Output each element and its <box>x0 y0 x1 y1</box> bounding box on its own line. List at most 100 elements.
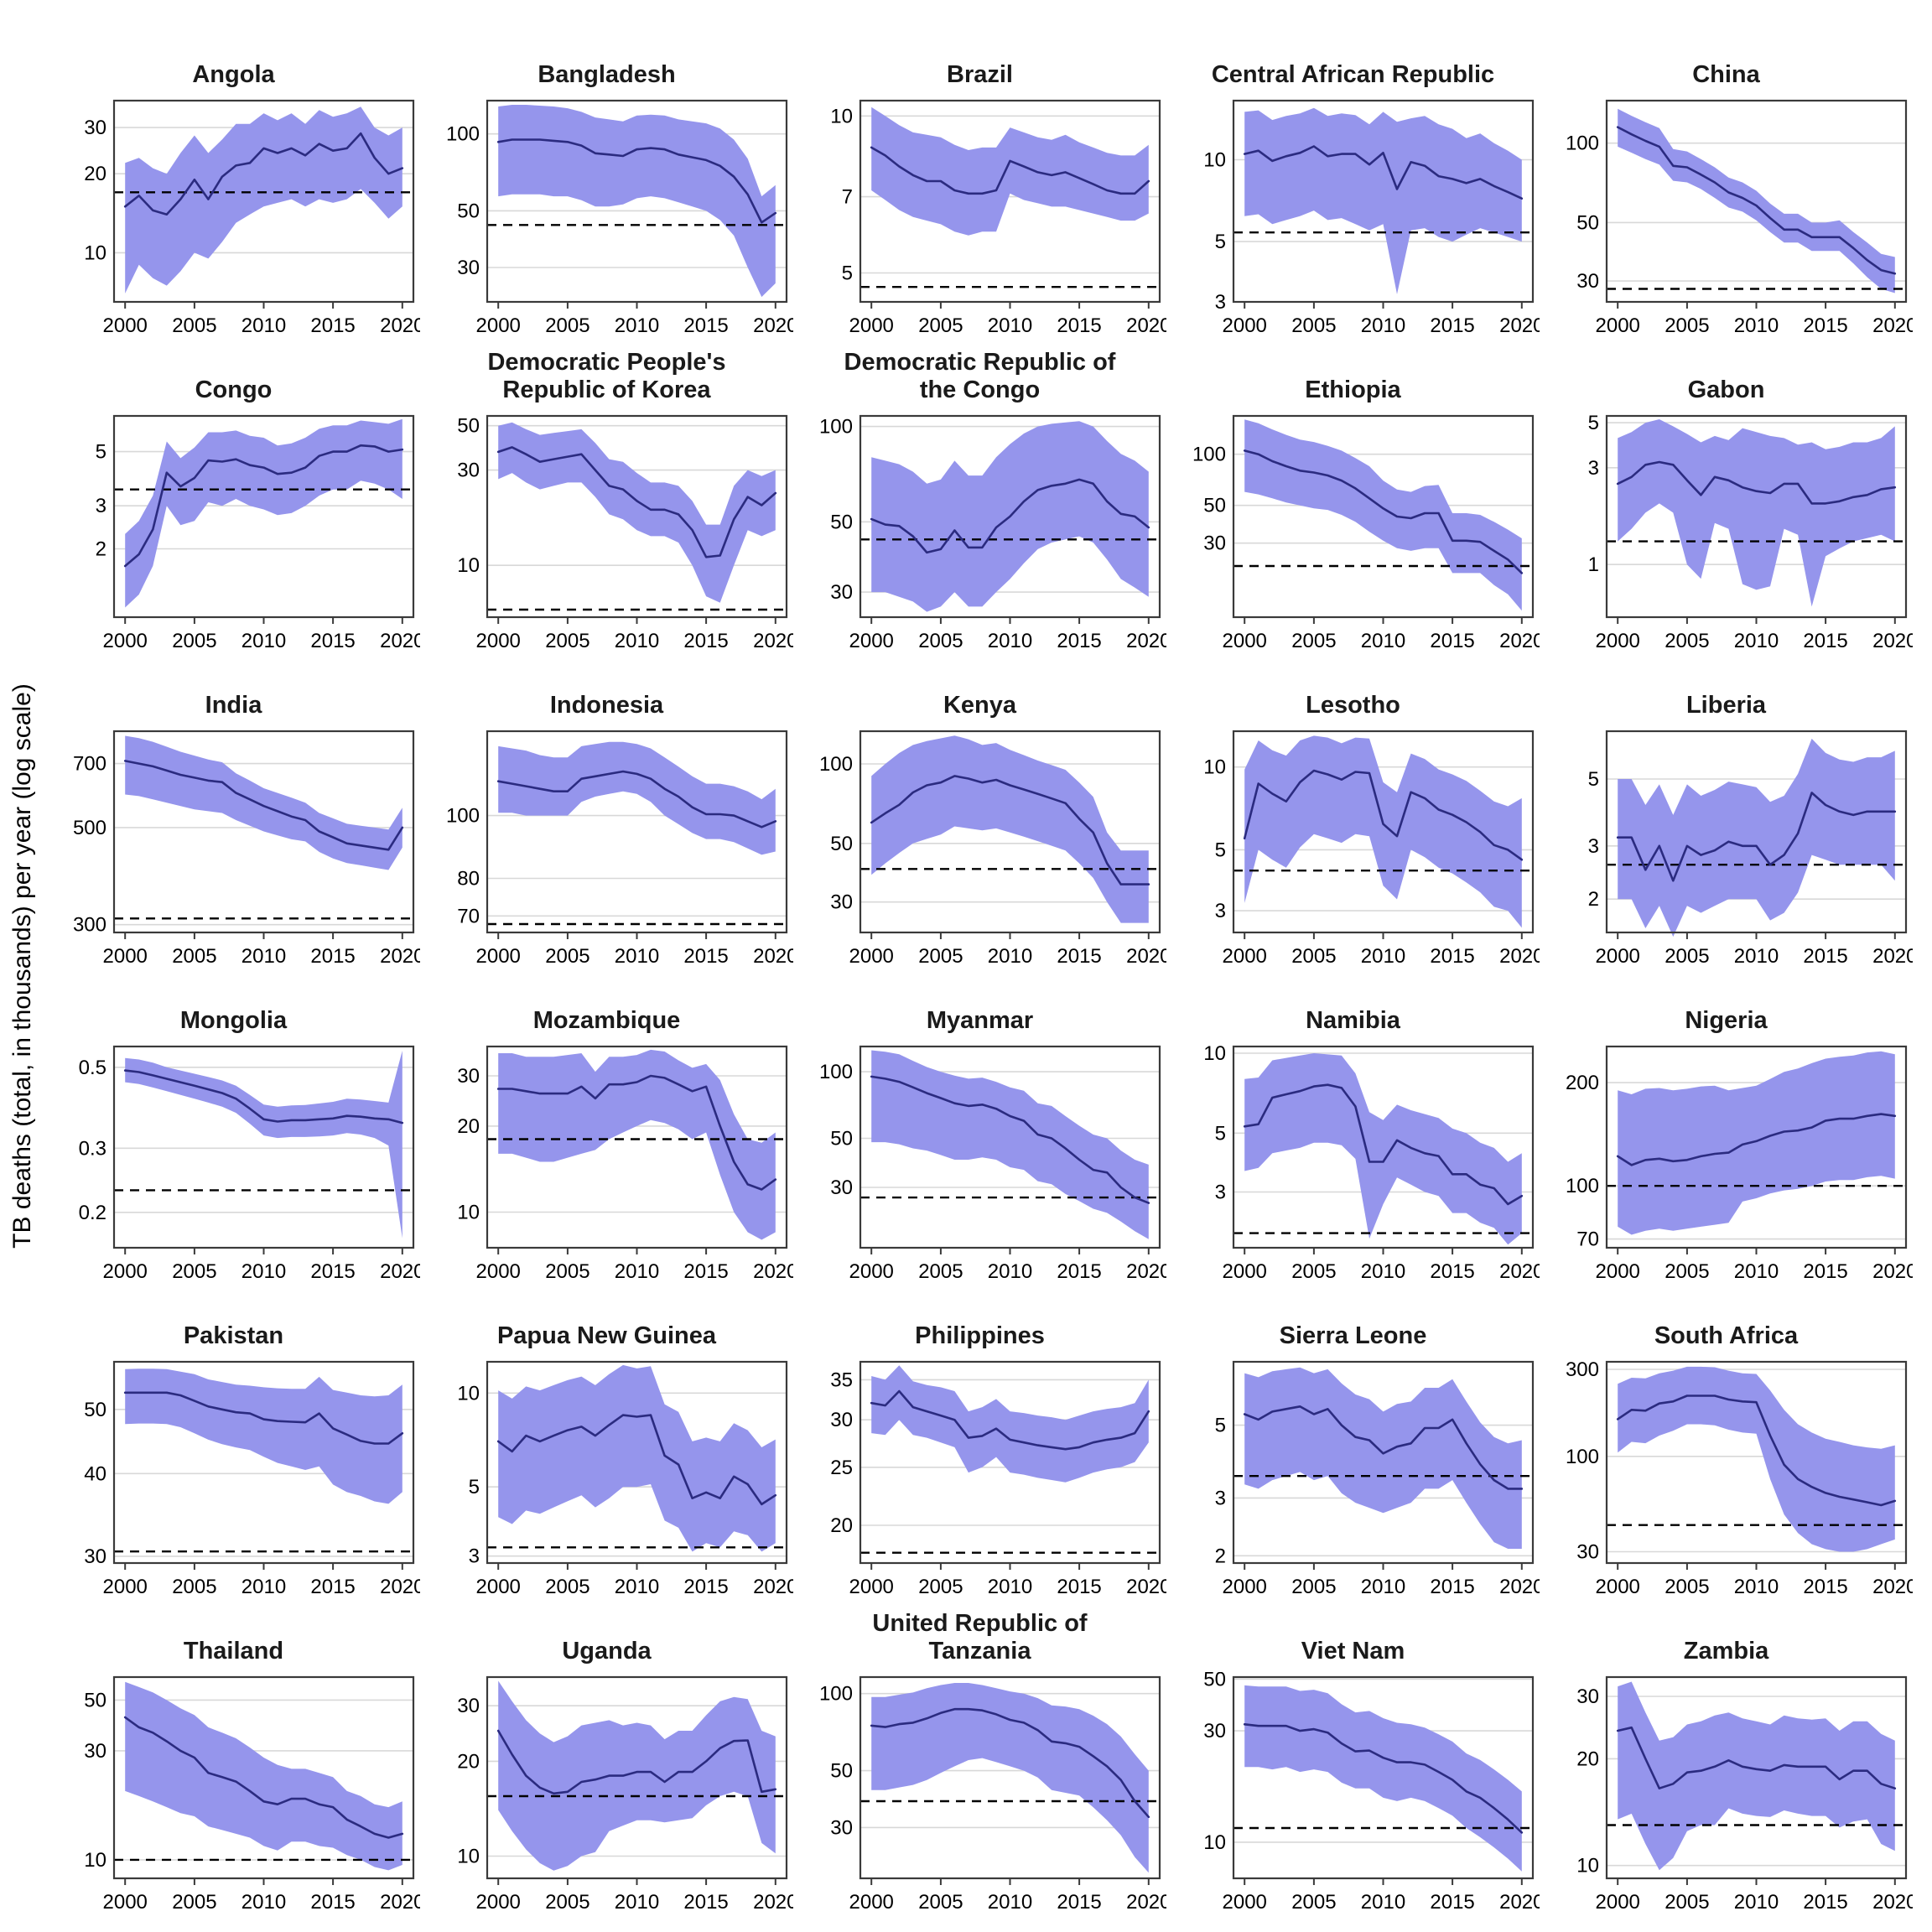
x-tick-label: 2010 <box>615 945 659 968</box>
confidence-band <box>871 1683 1149 1873</box>
x-tick-label: 2005 <box>545 314 589 337</box>
x-tick-label: 2005 <box>172 630 216 652</box>
confidence-band <box>1618 1366 1895 1552</box>
x-tick-label: 2015 <box>310 1260 355 1283</box>
facet-plot: 3 5 10 2000 2005 2010 2015 2020 <box>457 1360 793 1598</box>
x-tick-label: 2010 <box>1734 945 1779 968</box>
x-tick-label: 2015 <box>1803 945 1847 968</box>
confidence-band <box>1618 1681 1895 1871</box>
confidence-band <box>498 1680 776 1871</box>
y-tick-label: 50 <box>1203 495 1226 517</box>
x-tick-label: 2005 <box>918 1891 963 1914</box>
facet-plot: 70 100 200 2000 2005 2010 2015 2020 <box>1566 1045 1913 1283</box>
y-tick-label: 20 <box>830 1514 853 1537</box>
facet-plot: 0.2 0.3 0.5 2000 2005 2010 2015 2020 <box>79 1045 420 1283</box>
y-tick-label: 100 <box>1192 444 1226 466</box>
x-tick-label: 2010 <box>1734 630 1779 652</box>
x-tick-label: 2010 <box>988 1891 1032 1914</box>
y-tick-label: 5 <box>1588 768 1599 791</box>
x-tick-label: 2020 <box>753 630 793 652</box>
facet-title: South Africa <box>1654 1322 1799 1349</box>
trend-line <box>870 146 1150 195</box>
x-tick-label: 2000 <box>1223 314 1267 337</box>
y-tick-label: 50 <box>830 1128 853 1150</box>
facet-panel: India 300 500 700 2000 2005 2010 2015 2020 <box>47 661 420 971</box>
y-tick-label: 30 <box>1203 532 1226 555</box>
facet-plot: 30 40 50 2000 2005 2010 2015 2020 <box>84 1360 420 1598</box>
x-tick-label: 2020 <box>753 1260 793 1283</box>
y-tick-label: 100 <box>819 416 853 439</box>
x-tick-label: 2015 <box>683 314 728 337</box>
trend-line <box>870 775 1150 886</box>
x-tick-label: 2010 <box>1361 945 1405 968</box>
x-tick-label: 2000 <box>1596 630 1640 652</box>
x-tick-label: 2000 <box>103 1260 148 1283</box>
y-tick-label: 0.2 <box>79 1202 106 1224</box>
facet-panel: Bangladesh 30 50 100 2000 2005 2010 2015 2020 <box>420 30 793 340</box>
confidence-band <box>1244 1685 1522 1872</box>
x-tick-label: 2015 <box>1430 314 1474 337</box>
x-tick-label: 2005 <box>1665 1260 1709 1283</box>
facet-plot: 2 3 5 2000 2005 2010 2015 2020 <box>96 414 420 652</box>
y-tick-label: 10 <box>457 1382 480 1405</box>
facet-plot: 5 7 10 2000 2005 2010 2015 2020 <box>830 99 1166 337</box>
x-tick-label: 2000 <box>476 1891 521 1914</box>
y-tick-label: 5 <box>1215 231 1226 253</box>
x-tick-label: 2020 <box>753 1576 793 1598</box>
confidence-band <box>125 106 402 293</box>
facet-title: Uganda <box>562 1637 652 1665</box>
y-tick-label: 10 <box>457 554 480 577</box>
confidence-band <box>125 735 402 870</box>
y-tick-label: 100 <box>1566 1446 1599 1468</box>
x-tick-label: 2010 <box>988 314 1032 337</box>
y-tick-label: 2 <box>1215 1545 1226 1567</box>
y-tick-label: 1 <box>1588 553 1599 576</box>
facet-title: Myanmar <box>926 1006 1034 1034</box>
x-tick-label: 2005 <box>1665 945 1709 968</box>
x-tick-label: 2005 <box>545 630 589 652</box>
x-tick-label: 2005 <box>918 1576 963 1598</box>
facet-title: Lesotho <box>1306 691 1400 719</box>
x-tick-label: 2005 <box>545 1891 589 1914</box>
facet-title: Democratic Republic of the Congo <box>844 349 1116 403</box>
x-tick-label: 2015 <box>1803 1576 1847 1598</box>
trend-line <box>870 1389 1150 1451</box>
facet-title: United Republic of Tanzania <box>872 1610 1088 1665</box>
x-tick-label: 2020 <box>1126 1260 1166 1283</box>
trend-line <box>1243 769 1524 861</box>
y-tick-label: 50 <box>84 1399 106 1421</box>
confidence-band <box>871 106 1149 236</box>
trend-line <box>123 1069 404 1124</box>
trend-line <box>1616 1394 1897 1507</box>
x-tick-label: 2020 <box>1126 314 1166 337</box>
facet-plot: 20 25 30 35 2000 2005 2010 2015 2020 <box>830 1360 1166 1598</box>
x-tick-label: 2020 <box>753 1891 793 1914</box>
x-tick-label: 2015 <box>1057 1260 1101 1283</box>
y-tick-label: 30 <box>457 1695 480 1717</box>
y-tick-label: 10 <box>1576 1855 1599 1877</box>
x-tick-label: 2000 <box>1223 1891 1267 1914</box>
facet-panel: Viet Nam 10 30 50 2000 2005 2010 2015 2020 <box>1166 1607 1540 1917</box>
y-tick-label: 30 <box>830 581 853 604</box>
trend-line <box>1616 126 1897 275</box>
x-tick-label: 2000 <box>1223 1260 1267 1283</box>
y-tick-label: 2 <box>1588 888 1599 911</box>
x-tick-label: 2005 <box>918 1260 963 1283</box>
x-tick-label: 2010 <box>1734 314 1779 337</box>
y-tick-label: 5 <box>469 1476 480 1498</box>
y-tick-label: 30 <box>457 460 480 482</box>
trend-line <box>1616 1726 1897 1789</box>
x-tick-label: 2020 <box>1872 314 1913 337</box>
y-tick-label: 70 <box>1576 1228 1599 1251</box>
x-tick-label: 2000 <box>103 1576 148 1598</box>
x-tick-label: 2020 <box>1126 945 1166 968</box>
x-tick-label: 2015 <box>1057 1576 1101 1598</box>
facet-plot: 30 50 100 2000 2005 2010 2015 2020 <box>1192 414 1540 652</box>
y-tick-label: 3 <box>469 1545 480 1568</box>
facet-panel: Indonesia 70 80 100 2000 2005 2010 2015 2020 <box>420 661 793 971</box>
facet-title: China <box>1692 60 1760 88</box>
x-tick-label: 2010 <box>988 1260 1032 1283</box>
y-tick-label: 7 <box>842 186 853 209</box>
x-tick-label: 2020 <box>1499 1576 1540 1598</box>
y-tick-label: 10 <box>1203 149 1226 172</box>
